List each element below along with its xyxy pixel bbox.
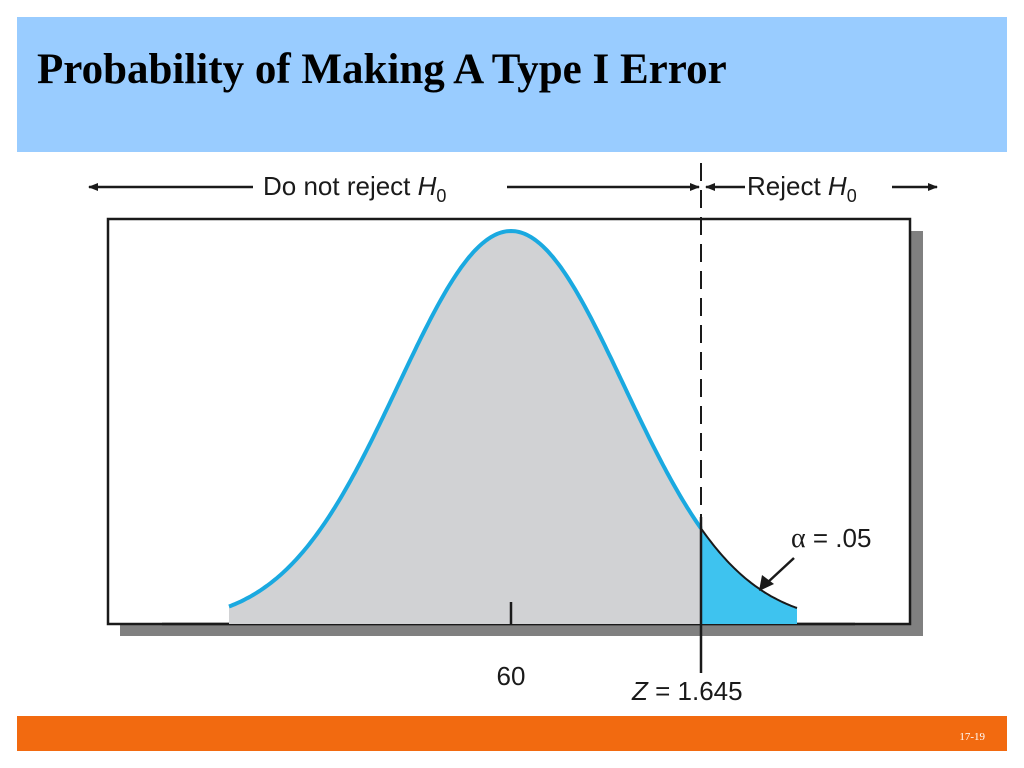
- do-not-reject-label: Do not reject H0: [263, 171, 446, 206]
- reject-label: Reject H0: [747, 171, 857, 206]
- alpha-label: α = .05: [791, 523, 871, 554]
- critical-value-label: Z = 1.645: [631, 676, 743, 706]
- mean-label: 60: [497, 661, 526, 691]
- rejection-region-fill: [701, 528, 797, 624]
- normal-curve: [228, 228, 703, 609]
- acceptance-region-fill: [229, 231, 701, 624]
- slide: Probability of Making A Type I Error Do …: [17, 17, 1007, 751]
- normal-distribution-diagram: Do not reject H0 Reject H0 α = .05 60 Z …: [88, 163, 938, 706]
- alpha-pointer-head: [759, 575, 774, 591]
- slide-number: 17-19: [959, 731, 985, 743]
- alpha-pointer-line: [766, 557, 795, 584]
- title-bar: Probability of Making A Type I Error: [17, 17, 1007, 152]
- tail-curve-outline: [700, 527, 798, 609]
- footer-bar: 17-19: [17, 716, 1007, 751]
- slide-title: Probability of Making A Type I Error: [37, 46, 727, 93]
